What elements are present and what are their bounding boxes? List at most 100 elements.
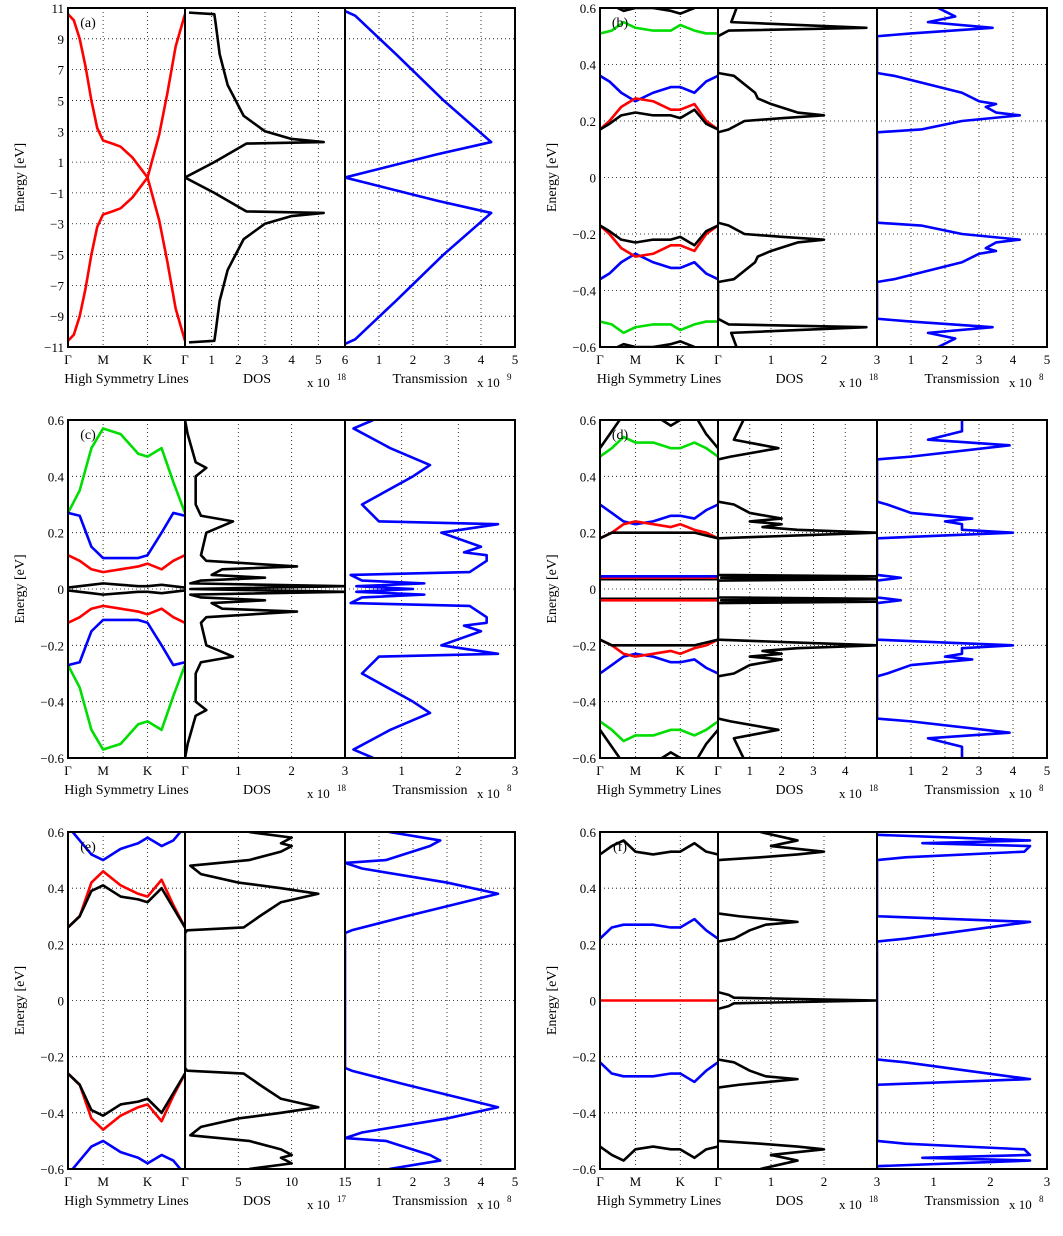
dos-tick-label: 2: [821, 1174, 828, 1189]
band-line: [600, 252, 718, 281]
transmission-frame: [344, 419, 516, 759]
y-tick-label: −0.4: [40, 695, 64, 710]
k-tick-label: M: [630, 1174, 642, 1189]
transmission-tick-label: 1: [398, 763, 405, 778]
band-line: [68, 618, 185, 667]
band-xlabel: High Symmetry Lines: [597, 1194, 721, 1209]
panel-d: Γ M K Γ 1 2 3 4 x 10 18 1 2 3 4 5 x 10 8 (d) High Symmetry…: [545, 413, 1050, 801]
band-line: [68, 582, 185, 589]
y-axis-label: Energy [eV]: [545, 966, 560, 1035]
y-tick-label: −0.2: [572, 1050, 596, 1065]
panel-label: (f): [613, 840, 627, 855]
transmission-curves: [345, 832, 500, 1169]
band-line: [600, 1061, 718, 1084]
y-tick-label: 0: [590, 582, 597, 597]
dos-tick-label: 6: [342, 352, 349, 367]
transmission-exponent: x 10: [477, 375, 500, 390]
panel-label: (c): [80, 428, 96, 443]
y-tick-label: −0.2: [572, 227, 596, 242]
k-tick-label: M: [630, 763, 642, 778]
band-line: [68, 884, 185, 929]
k-tick-label: M: [97, 1174, 109, 1189]
transmission-curves: [877, 8, 1022, 347]
y-tick-label: 0.2: [48, 937, 64, 952]
dos-tick-label: 10: [285, 1174, 298, 1189]
y-tick-label: 0.6: [580, 1, 597, 16]
y-tick-label: −11: [44, 340, 64, 355]
transmission-exponent-power: 8: [507, 783, 512, 793]
y-axis-label: Energy [eV]: [13, 554, 28, 623]
band-line: [614, 8, 698, 15]
band-line: [600, 224, 718, 258]
band-line: [600, 520, 718, 540]
k-tick-label: Γ: [64, 352, 72, 367]
transmission-frame: [876, 419, 1048, 759]
dos-exponent-power: 17: [337, 1194, 347, 1204]
transmission-exponent: x 10: [477, 1197, 500, 1212]
dos-curves: [185, 11, 325, 344]
transmission-frame: [344, 831, 516, 1170]
y-tick-label: 1: [58, 155, 65, 170]
dos-exponent-power: 18: [869, 783, 879, 793]
dos-tick-label: 1: [747, 763, 754, 778]
band-line: [68, 13, 185, 179]
transmission-tick-label: 3: [1044, 1174, 1051, 1189]
band-line: [68, 176, 185, 342]
band-line: [600, 832, 602, 833]
y-tick-label: −0.4: [572, 1106, 596, 1121]
transmission-line: [345, 832, 500, 1169]
transmission-exponent-power: 8: [1039, 783, 1044, 793]
y-tick-label: 0.6: [580, 825, 597, 840]
y-tick-label: −0.6: [40, 751, 64, 766]
y-tick-label: 5: [58, 93, 65, 108]
transmission-tick-label: 3: [512, 763, 519, 778]
dos-line: [185, 11, 325, 344]
panel-b: Γ M K Γ 1 2 3 x 10 18 1 2 3 4 5 x 10 8 (b) High Symmetry …: [545, 1, 1050, 390]
transmission-xlabel: Transmission: [393, 372, 468, 387]
transmission-exponent-power: 8: [507, 1194, 512, 1204]
dos-frame: [717, 7, 878, 348]
band-line: [68, 664, 185, 751]
dos-exponent: x 10: [839, 786, 862, 801]
band-line: [600, 503, 718, 526]
band-xlabel: High Symmetry Lines: [64, 372, 188, 387]
transmission-tick-label: 3: [976, 352, 983, 367]
transmission-exponent: x 10: [1009, 1197, 1032, 1212]
k-tick-label: Γ: [181, 1174, 189, 1189]
band-line: [600, 108, 718, 131]
dos-curves: [718, 832, 877, 1169]
y-tick-label: 3: [58, 124, 65, 139]
band-curves: [600, 8, 718, 347]
dos-xlabel: DOS: [775, 783, 803, 798]
band-line: [600, 638, 718, 658]
transmission-tick-label: 5: [512, 1174, 519, 1189]
transmission-curves: [349, 420, 500, 758]
band-line: [600, 728, 718, 758]
band-frame: [67, 7, 186, 348]
dos-tick-label: 3: [342, 763, 349, 778]
dos-tick-label: 15: [339, 1174, 352, 1189]
transmission-frame: [876, 7, 1048, 348]
transmission-exponent-power: 8: [1039, 372, 1044, 382]
band-line: [600, 20, 718, 35]
y-tick-label: 0: [590, 171, 597, 186]
dos-tick-label: 4: [842, 763, 849, 778]
y-tick-label: 0: [58, 582, 65, 597]
band-curves: [68, 427, 185, 751]
dos-line: [718, 8, 868, 347]
dos-line: [718, 832, 877, 1169]
k-tick-label: Γ: [181, 763, 189, 778]
dos-tick-label: 2: [821, 352, 828, 367]
dos-xlabel: DOS: [243, 1194, 271, 1209]
panel-label: (b): [612, 16, 629, 31]
y-tick-label: 0.6: [48, 413, 65, 428]
dos-curves: [185, 420, 345, 758]
dos-frame: [717, 419, 878, 759]
transmission-tick-label: 2: [942, 352, 949, 367]
band-xlabel: High Symmetry Lines: [64, 1194, 188, 1209]
y-tick-label: −0.4: [40, 1106, 64, 1121]
band-line: [600, 531, 718, 540]
transmission-exponent: x 10: [477, 786, 500, 801]
transmission-tick-label: 1: [376, 1174, 383, 1189]
transmission-tick-label: 1: [376, 352, 383, 367]
